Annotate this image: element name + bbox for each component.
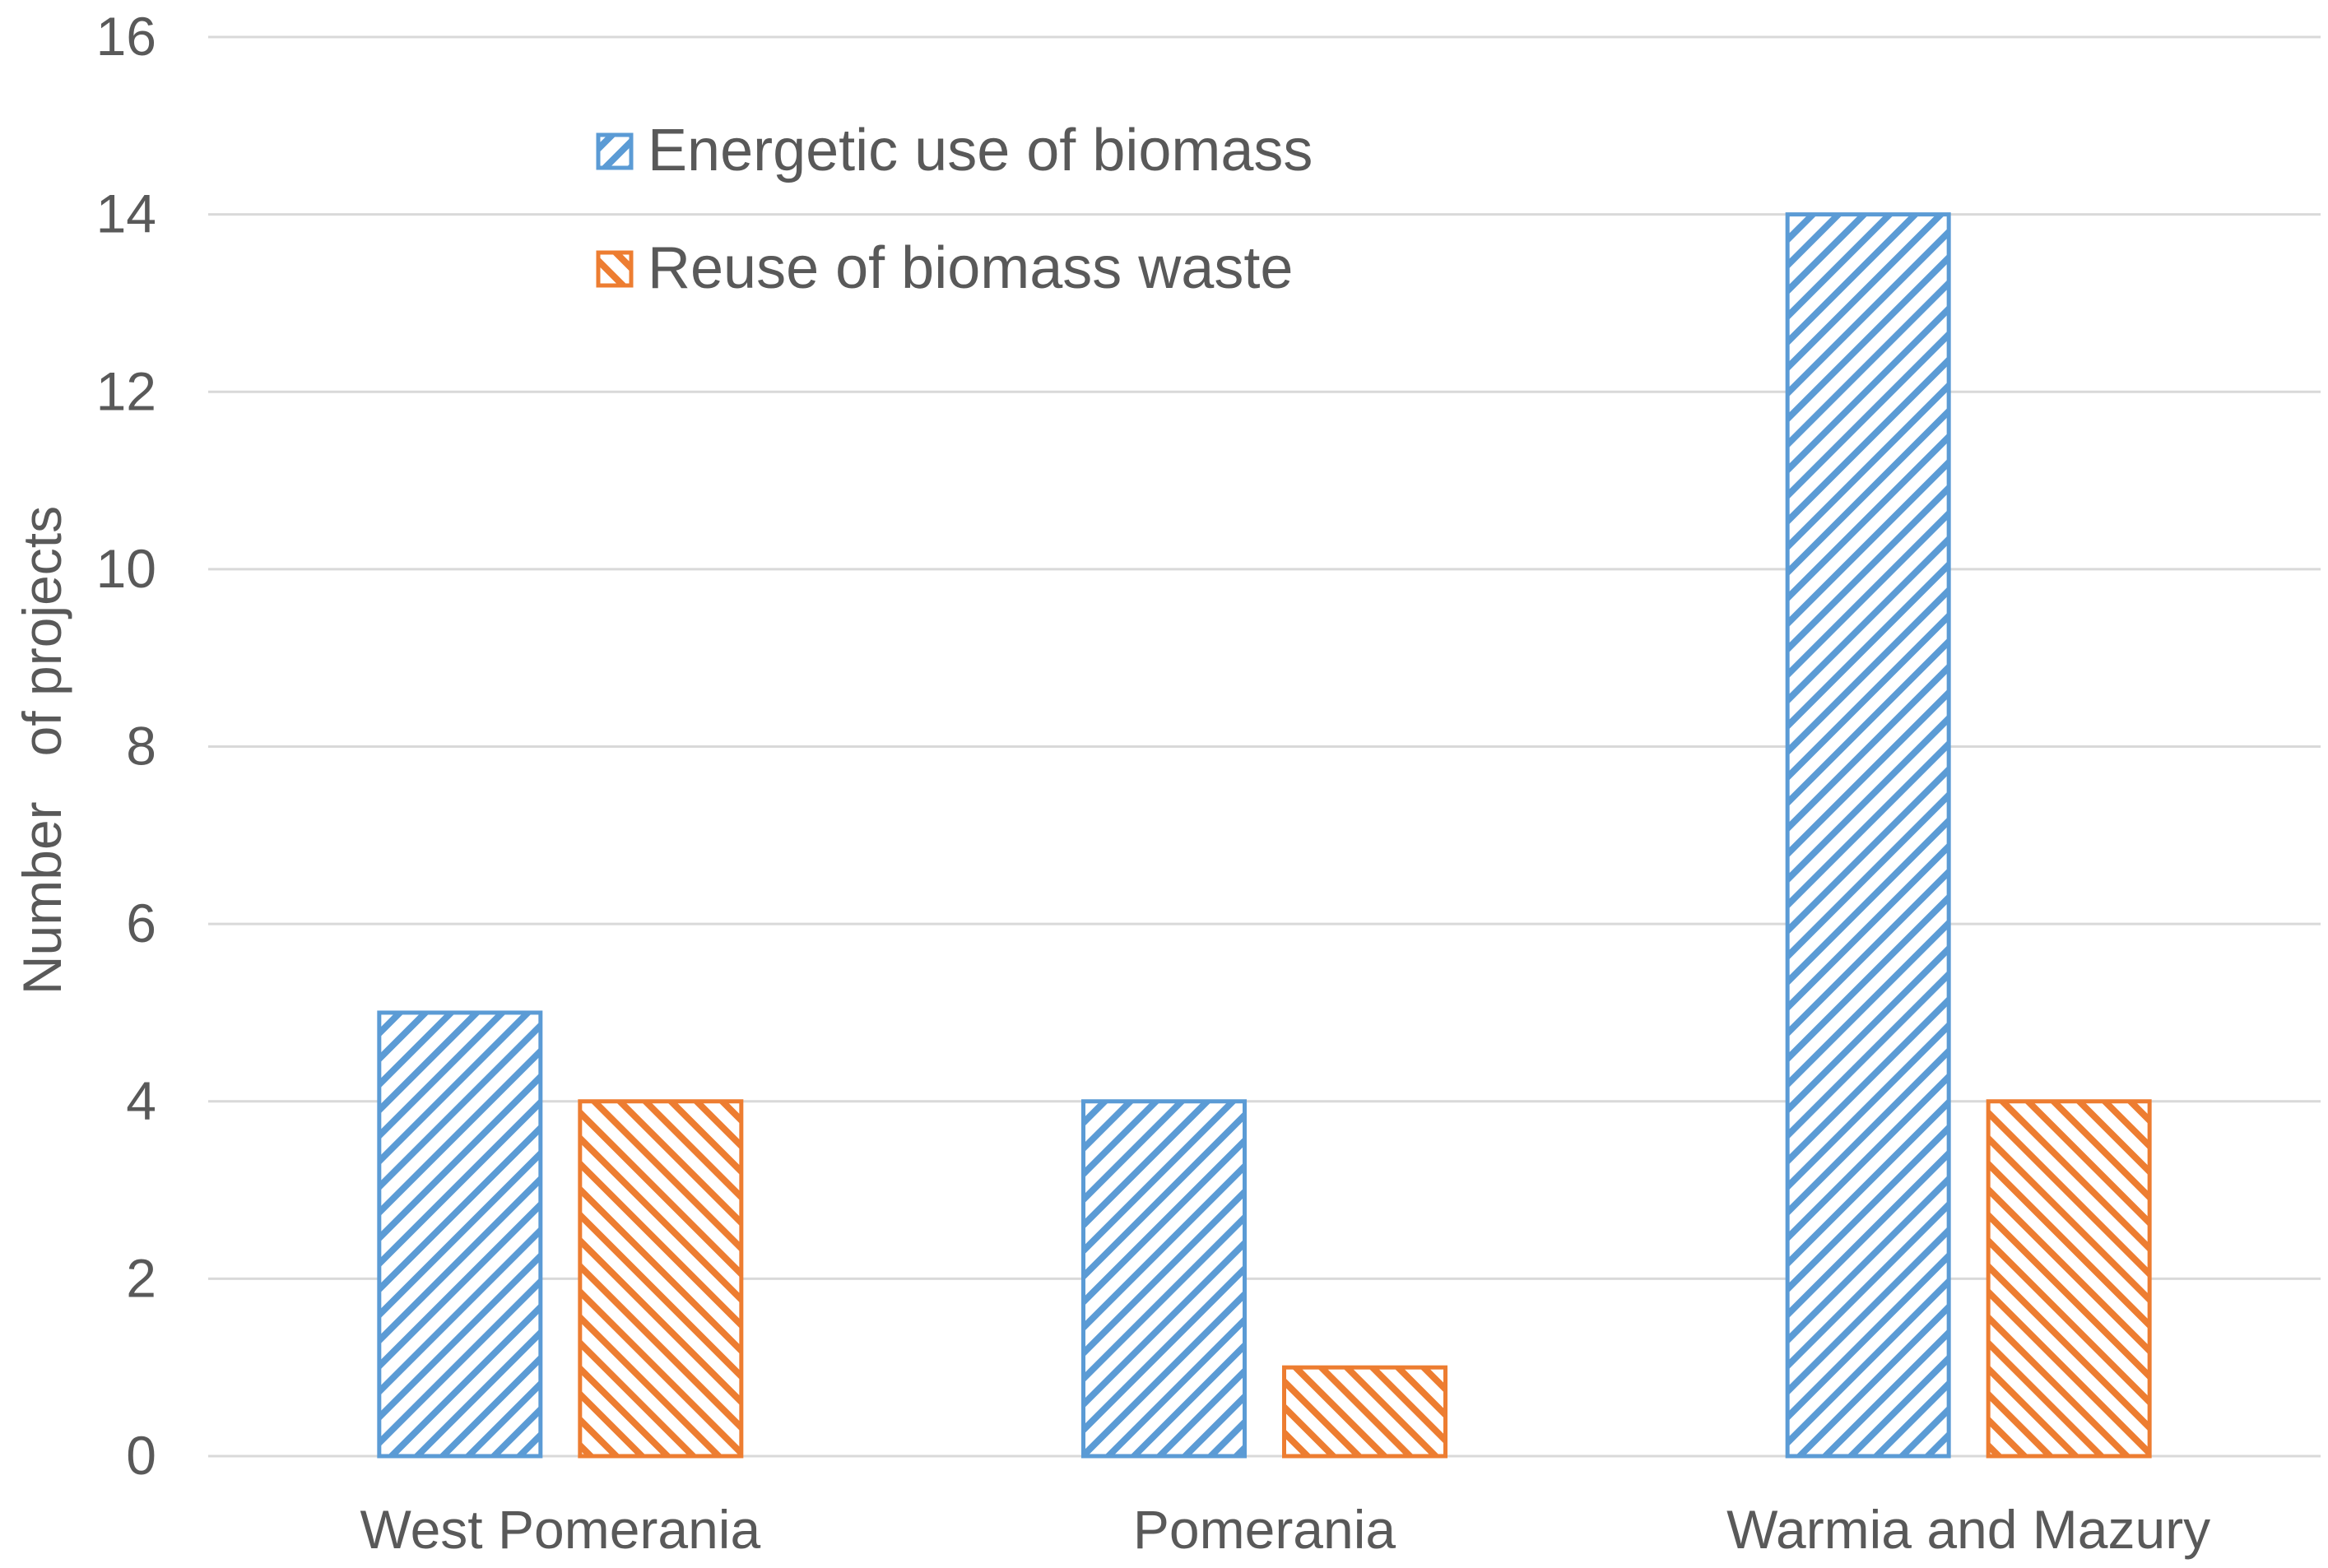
y-axis-label: Number of projects (12, 506, 72, 995)
y-tick-label: 4 (126, 1070, 156, 1131)
y-tick-label: 16 (96, 6, 156, 67)
y-tick-label: 2 (126, 1247, 156, 1308)
bar-energetic-use (1081, 1099, 1247, 1459)
x-tick-label: Pomerania (1133, 1499, 1396, 1560)
x-tick-label: West Pomerania (360, 1499, 761, 1560)
y-tick-label: 8 (126, 716, 156, 777)
bar-energetic-use (1785, 212, 1951, 1459)
y-axis-ticks: 0 2 4 6 8 10 12 14 16 (96, 6, 156, 1486)
legend-label: Reuse of biomass waste (648, 235, 1293, 301)
bar-reuse-waste (578, 1099, 744, 1459)
y-tick-label: 0 (126, 1425, 156, 1486)
legend-swatch (596, 132, 634, 170)
gridlines (208, 35, 2321, 1458)
legend-label: Energetic use of biomass (648, 118, 1313, 183)
x-axis-ticks: West Pomerania Pomerania Warmia and Mazury (360, 1499, 2211, 1560)
legend-swatch (596, 250, 634, 288)
y-tick-label: 12 (96, 360, 156, 421)
y-tick-label: 6 (126, 893, 156, 953)
legend: Energetic use of biomass Reuse of biomass… (596, 118, 1313, 301)
bars (377, 212, 2152, 1459)
bar-reuse-waste (1986, 1099, 2152, 1459)
y-tick-label: 14 (96, 183, 156, 244)
bar-energetic-use (377, 1010, 543, 1459)
x-tick-label: Warmia and Mazury (1726, 1499, 2210, 1560)
bar-reuse-waste (1282, 1365, 1447, 1459)
y-tick-label: 10 (96, 538, 156, 599)
